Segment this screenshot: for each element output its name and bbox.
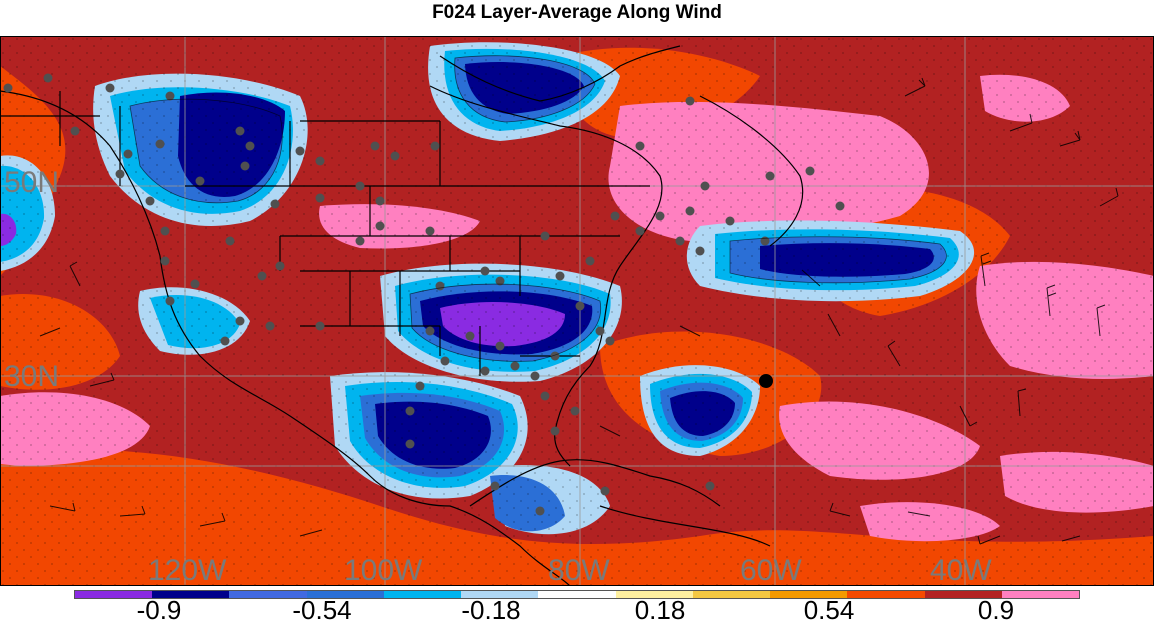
colorbar-segment-2 [229,591,307,598]
coastlines [0,45,804,586]
colorbar-label-0-9: 0.9 [977,595,1015,625]
lon-label-100w: 100W [344,554,423,587]
colorbar-segment-10 [847,591,925,598]
station-markers [3,73,845,516]
map-title: F024 Layer-Average Along Wind [432,2,722,23]
colorbar-segment-11 [924,591,1002,598]
lon-label-80w: 80W [548,554,610,587]
colorbar-label-0-54: 0.54 [803,595,855,625]
colorbar-segment-9 [770,591,848,598]
colorbar-segment-6 [538,591,616,598]
colorbar-segment-8 [692,591,771,598]
colorbar-segment-4 [383,591,462,598]
lon-label-60w: 60W [740,554,802,587]
colorbar [74,590,1080,599]
stipple [0,36,1154,586]
colorbar-label-0-18: 0.18 [634,595,686,625]
colorbar-segment-0 [75,591,153,598]
colorbar-segment-5 [461,591,539,598]
colorbar-segment-12 [1001,591,1080,598]
map-panel: 50N 30N 120W 100W 80W 60W 40W [0,36,1154,586]
lon-label-40w: 40W [930,554,992,587]
colorbar-label-neg-0-18: -0.18 [461,595,521,625]
lat-label-30n: 30N [4,360,60,393]
colorbar-label-neg-0-54: -0.54 [292,595,352,625]
colorbar-segment-3 [306,591,384,598]
wind-barbs [39,77,1119,545]
colorbar-segment-7 [615,591,693,598]
storm-center-marker [759,374,773,388]
contour-lines [129,55,947,362]
lon-label-120w: 120W [148,554,227,587]
colorbar-label-neg-0-9: -0.9 [136,595,182,625]
colorbar-segment-1 [152,591,230,598]
lat-label-50n: 50N [4,166,60,199]
along-wind-map [0,36,1154,586]
